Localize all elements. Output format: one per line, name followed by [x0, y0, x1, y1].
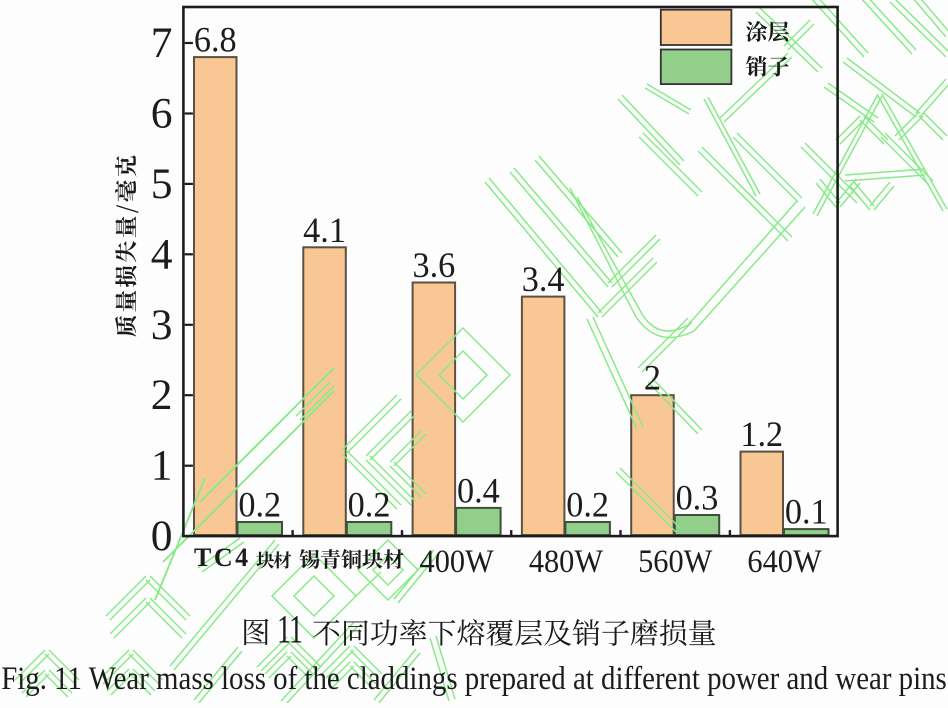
svg-text:6: 6	[151, 89, 173, 137]
svg-text:480W: 480W	[529, 543, 603, 579]
svg-text:2: 2	[644, 358, 661, 398]
svg-text:0.3: 0.3	[676, 478, 719, 518]
svg-text:Fig. 11 Wear mass loss of the: Fig. 11 Wear mass loss of the claddings …	[1, 659, 947, 696]
svg-text:TC4: TC4	[194, 543, 251, 572]
svg-text:1: 1	[151, 442, 173, 490]
svg-text:400W: 400W	[420, 543, 494, 579]
svg-text:0.2: 0.2	[238, 485, 281, 525]
svg-text:1: 1	[289, 608, 303, 652]
svg-text:0.4: 0.4	[457, 471, 500, 511]
svg-text:3.6: 3.6	[412, 245, 455, 285]
svg-text:0.2: 0.2	[566, 485, 609, 525]
svg-text:6.8: 6.8	[194, 20, 237, 60]
svg-text:0.1: 0.1	[785, 492, 828, 532]
svg-text:0.2: 0.2	[348, 485, 391, 525]
svg-text:5: 5	[151, 160, 173, 208]
svg-text:4: 4	[151, 230, 173, 278]
svg-text:3: 3	[151, 301, 173, 349]
svg-text:4.1: 4.1	[303, 210, 346, 250]
svg-text:7: 7	[151, 19, 173, 67]
svg-text:1: 1	[277, 608, 291, 652]
svg-text:1.2: 1.2	[740, 414, 783, 454]
svg-text:2: 2	[151, 371, 173, 419]
svg-text:640W: 640W	[747, 543, 821, 579]
svg-text:0: 0	[151, 512, 173, 560]
svg-text:3.4: 3.4	[522, 259, 565, 299]
svg-text:560W: 560W	[638, 543, 712, 579]
